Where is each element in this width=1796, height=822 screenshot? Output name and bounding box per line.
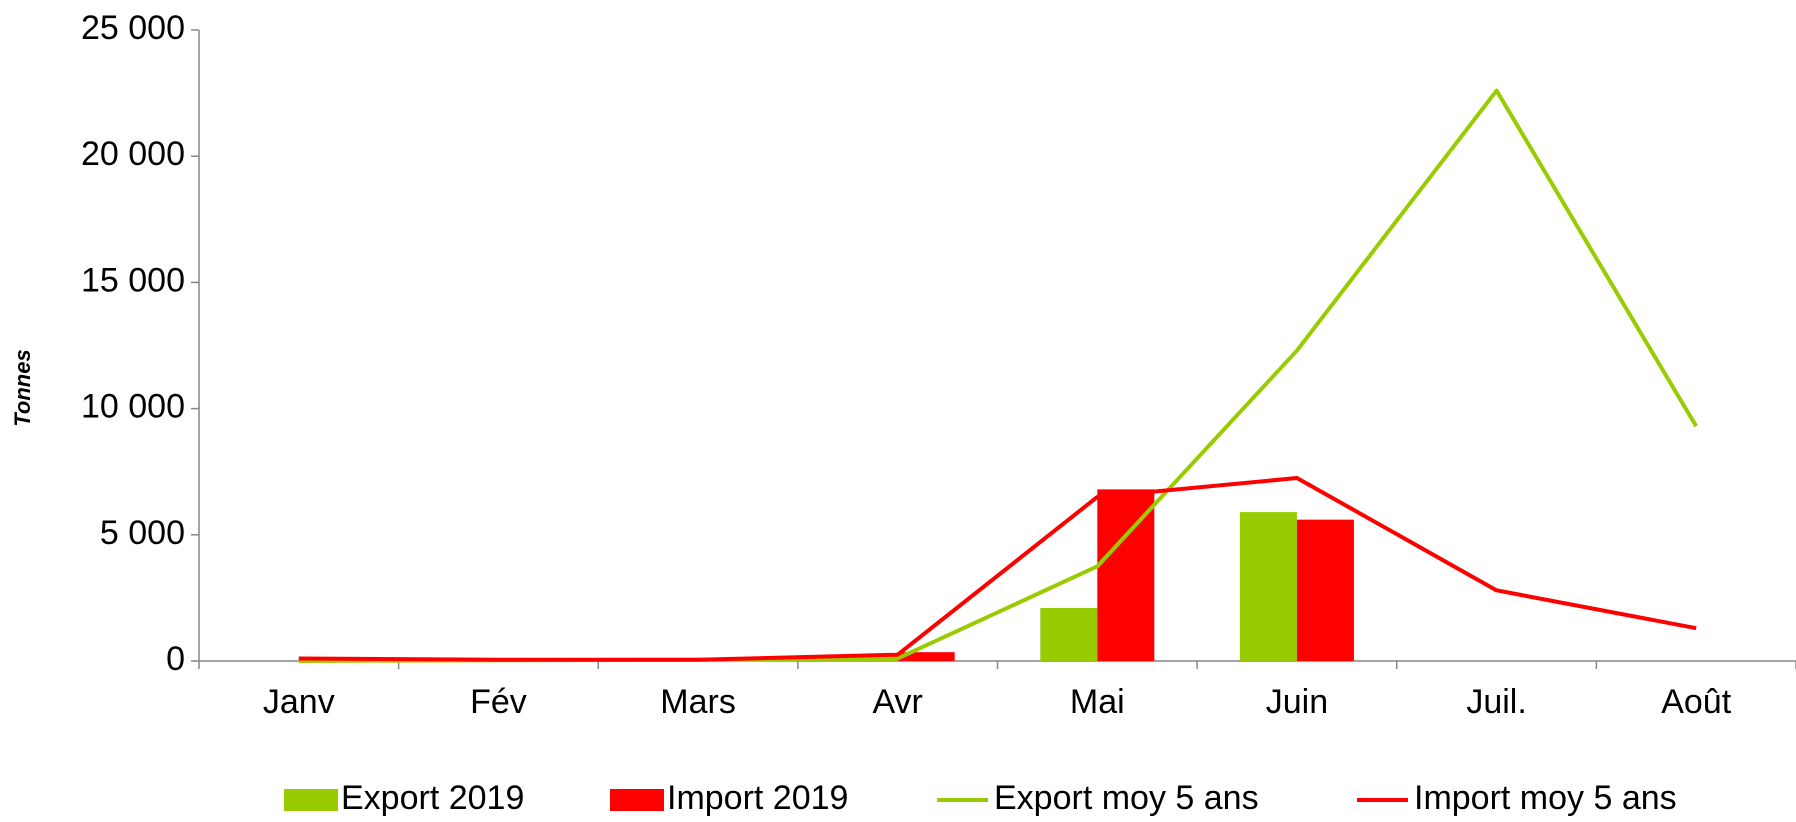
x-tick-label: Juin — [1266, 683, 1328, 721]
y-tick-label: 5 000 — [100, 514, 185, 552]
x-tick-label: Mars — [660, 683, 736, 721]
legend-label: Import 2019 — [667, 779, 848, 817]
x-tick-label: Mai — [1070, 683, 1125, 721]
bar — [1296, 519, 1354, 661]
x-tick-label: Fév — [470, 683, 527, 721]
x-tick-label: Août — [1661, 683, 1731, 721]
x-tick-label: Avr — [872, 683, 922, 721]
x-tick-label: Janv — [263, 683, 335, 721]
legend-label: Export moy 5 ans — [994, 779, 1259, 817]
legend-swatch — [610, 789, 664, 811]
y-tick-label: 0 — [166, 640, 185, 678]
bar — [897, 652, 955, 661]
y-axis-label: Tonnes — [10, 349, 35, 426]
bar — [1040, 607, 1098, 661]
bar — [1097, 489, 1155, 661]
y-tick-label: 10 000 — [81, 388, 185, 426]
legend-swatch — [284, 789, 338, 811]
legend-label: Export 2019 — [341, 779, 524, 817]
y-tick-label: 25 000 — [81, 9, 185, 47]
y-tick-label: 15 000 — [81, 261, 185, 299]
legend-label: Import moy 5 ans — [1414, 779, 1677, 817]
x-tick-label: Juil. — [1466, 683, 1526, 721]
y-tick-label: 20 000 — [81, 135, 185, 173]
bar — [1239, 512, 1297, 661]
line — [298, 476, 1697, 662]
